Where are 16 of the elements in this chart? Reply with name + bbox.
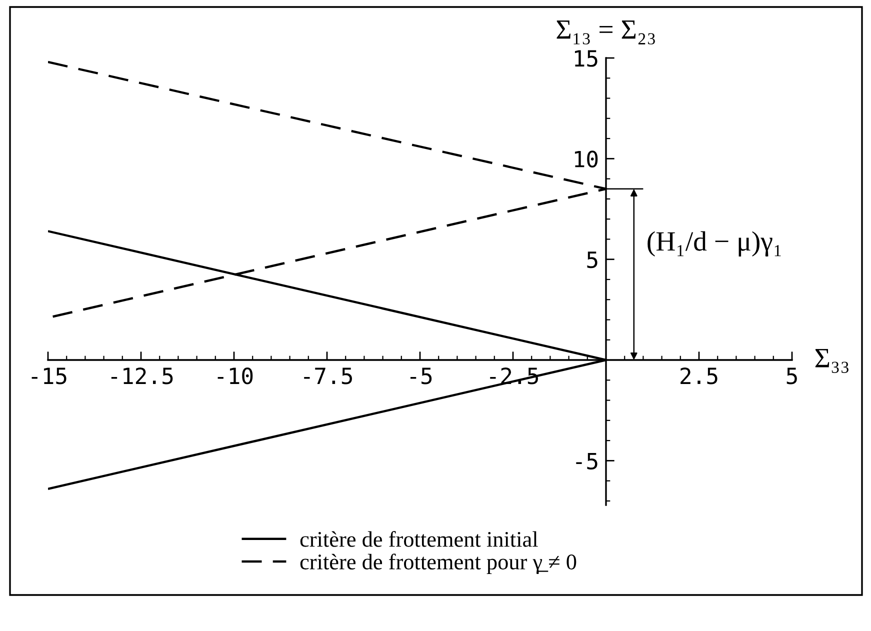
x-tick-label: -15: [32, 368, 66, 384]
y-tick-label: 15: [574, 50, 598, 67]
y-tick-label: 10: [574, 150, 598, 168]
x-tick-label: -10: [218, 367, 253, 384]
x-tick-label: -7.5: [304, 368, 352, 384]
legend-label: critère de frottement pour γ̲ ≠ 0: [300, 554, 576, 574]
x-tick-label: 2.5: [680, 367, 718, 384]
x-tick-label: -5: [410, 368, 432, 384]
x-tick-label: 5: [786, 368, 797, 384]
legend-label: critère de frottement initial: [300, 531, 538, 547]
y-axis-title: Σ₁₃ = Σ₂₃: [556, 20, 655, 44]
y-tick-label: -5: [576, 452, 598, 470]
x-axis-title: Σ₃₃: [815, 349, 848, 373]
x-tick-label: -12.5: [111, 367, 173, 384]
annotation: (H₁/d − μ)γ₁: [648, 231, 781, 256]
y-tick-label: 5: [587, 252, 598, 268]
